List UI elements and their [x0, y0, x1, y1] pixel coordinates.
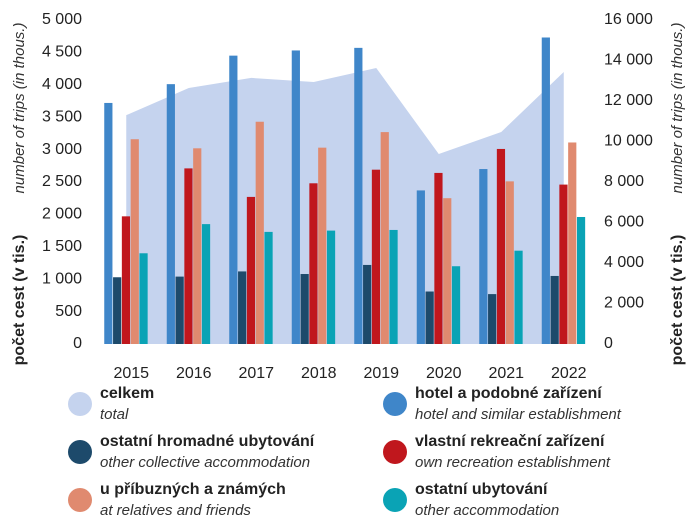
legend-label-en: other collective accommodation	[100, 454, 310, 471]
y2-tick-label: 2 000	[604, 295, 644, 312]
y-tick-label: 2 500	[42, 173, 82, 190]
bar	[166, 84, 175, 344]
bar	[246, 196, 256, 344]
bar	[479, 169, 488, 344]
y-tick-label: 4 000	[42, 76, 82, 93]
y2-tick-label: 4 000	[604, 254, 644, 271]
bar	[139, 253, 148, 344]
x-tick-label: 2015	[113, 365, 149, 382]
bar	[104, 102, 113, 344]
x-tick-label: 2016	[176, 365, 212, 382]
bar	[488, 294, 497, 344]
bar	[443, 198, 452, 344]
legend-label: u příbuzných a známých	[100, 481, 286, 498]
y-tick-label: 3 500	[42, 108, 82, 125]
bar	[113, 277, 122, 344]
bar	[175, 276, 184, 344]
legend-label: celkem	[100, 385, 154, 402]
x-tick-label: 2019	[363, 365, 399, 382]
bar	[380, 132, 389, 344]
legend-swatch	[68, 392, 92, 416]
x-tick-label: 2020	[426, 365, 462, 382]
y-tick-label: 5 000	[42, 11, 82, 28]
bar	[496, 148, 506, 344]
bar	[559, 184, 568, 344]
bar	[121, 216, 131, 344]
y-tick-label: 2 000	[42, 206, 82, 223]
bar	[416, 190, 425, 344]
bar	[550, 275, 559, 344]
bar	[505, 181, 514, 344]
bar	[576, 216, 586, 344]
bar	[201, 224, 211, 344]
bar	[291, 50, 300, 345]
legend-label: ostatní ubytování	[415, 481, 548, 498]
y-tick-label: 500	[55, 303, 82, 320]
legend-label-en: other accommodation	[415, 502, 559, 519]
y2-tick-label: 12 000	[604, 92, 653, 109]
bar	[309, 183, 318, 344]
y-tick-label: 1 500	[42, 238, 82, 255]
bar	[326, 230, 336, 344]
y2-tick-label: 6 000	[604, 214, 644, 231]
bar	[514, 250, 523, 344]
x-tick-label: 2017	[238, 365, 274, 382]
bar	[238, 271, 247, 344]
legend-swatch	[383, 392, 407, 416]
y2-tick-label: 14 000	[604, 52, 653, 69]
bar	[389, 229, 398, 344]
x-tick-label: 2018	[301, 365, 337, 382]
y2-tick-label: 0	[604, 335, 613, 352]
legend-swatch	[68, 488, 92, 512]
bar	[568, 142, 577, 344]
y-axis-title: počet cest (v tis.)	[11, 235, 28, 366]
legend-swatch	[68, 440, 92, 464]
legend-label-en: total	[100, 406, 129, 423]
bar	[229, 55, 238, 344]
y2-axis-title-en: number of trips (in thous.)	[669, 23, 686, 194]
bar	[434, 172, 443, 344]
bar	[451, 266, 461, 344]
y2-tick-label: 10 000	[604, 133, 653, 150]
y-tick-label: 0	[73, 335, 82, 352]
legend-label-en: own recreation establishment	[415, 454, 611, 471]
y-axis-title-en: number of trips (in thous.)	[11, 23, 28, 194]
x-tick-label: 2022	[551, 365, 587, 382]
x-tick-label: 2021	[488, 365, 524, 382]
y2-tick-label: 16 000	[604, 11, 653, 28]
bar	[318, 147, 327, 344]
legend-swatch	[383, 440, 407, 464]
bar	[193, 148, 202, 344]
legend-label-en: hotel and similar establishment	[415, 406, 622, 423]
legend-label: vlastní rekreační zařízení	[415, 433, 605, 450]
bar	[300, 274, 309, 344]
bar	[371, 169, 381, 344]
bar	[541, 37, 550, 344]
bar	[184, 168, 193, 344]
y-tick-label: 4 500	[42, 44, 82, 61]
legend-swatch	[383, 488, 407, 512]
bar	[264, 231, 273, 344]
y-tick-label: 1 000	[42, 270, 82, 287]
bar	[255, 121, 264, 345]
legend-label: hotel a podobné zařízení	[415, 385, 602, 402]
legend-label: ostatní hromadné ubytování	[100, 433, 315, 450]
bar	[425, 291, 434, 344]
y-tick-label: 3 000	[42, 141, 82, 158]
bar	[363, 264, 372, 344]
bar	[130, 139, 139, 344]
y2-axis-title: počet cest (v tis.)	[669, 235, 686, 366]
bar	[354, 47, 363, 344]
legend-label-en: at relatives and friends	[100, 502, 251, 519]
y2-tick-label: 8 000	[604, 173, 644, 190]
